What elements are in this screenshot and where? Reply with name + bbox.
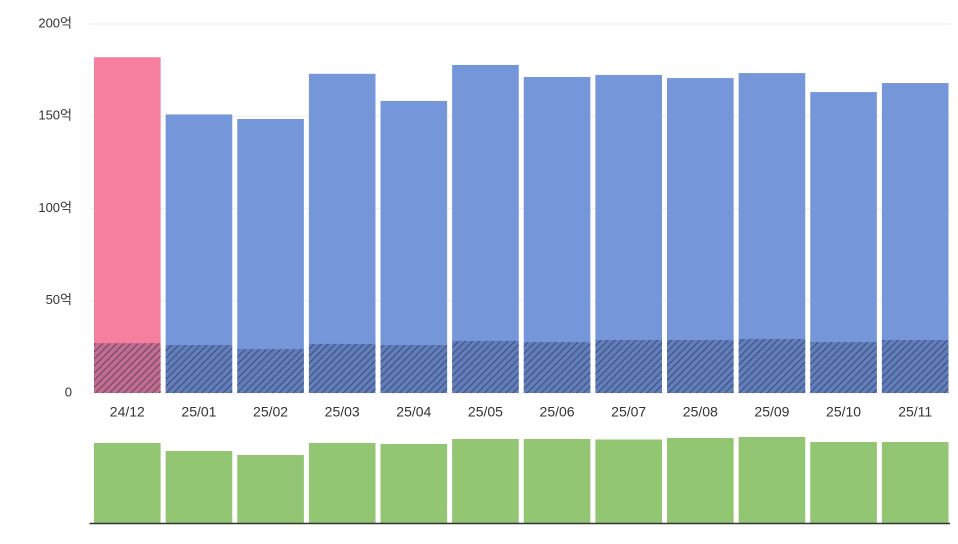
bar bbox=[380, 100, 448, 394]
bar bbox=[595, 74, 662, 393]
bar bbox=[380, 345, 448, 393]
bar bbox=[667, 340, 734, 393]
bar bbox=[595, 340, 662, 393]
bar bbox=[308, 343, 376, 393]
bar bbox=[94, 343, 161, 393]
bar bbox=[452, 439, 519, 523]
x-tick-label: 25/05 bbox=[468, 404, 503, 420]
x-tick-label: 25/01 bbox=[181, 404, 216, 420]
x-tick-label: 25/07 bbox=[611, 404, 646, 420]
bar bbox=[237, 455, 304, 523]
y-tick-label: 50억 bbox=[46, 292, 72, 307]
y-tick-label: 0 bbox=[65, 384, 72, 399]
bar bbox=[452, 64, 519, 394]
bar bbox=[523, 342, 591, 393]
bar bbox=[810, 442, 877, 523]
bar bbox=[94, 57, 161, 394]
x-tick-label: 25/02 bbox=[253, 404, 288, 420]
x-tick-label: 24/12 bbox=[110, 404, 145, 420]
bar bbox=[667, 438, 734, 523]
bar bbox=[738, 437, 806, 523]
x-tick-label: 25/11 bbox=[898, 404, 932, 420]
x-tick-label: 25/09 bbox=[754, 404, 789, 420]
bar bbox=[523, 439, 591, 523]
x-tick-label: 25/10 bbox=[826, 404, 861, 420]
bar bbox=[165, 345, 233, 393]
bar bbox=[738, 338, 806, 393]
bar bbox=[165, 451, 233, 523]
y-tick-label: 100억 bbox=[38, 200, 72, 215]
bar bbox=[237, 349, 304, 393]
bar bbox=[523, 76, 591, 393]
bar bbox=[452, 340, 519, 393]
bar bbox=[595, 439, 662, 523]
bar bbox=[308, 73, 376, 393]
bar bbox=[380, 444, 448, 523]
bar bbox=[237, 119, 304, 393]
x-tick-label: 25/03 bbox=[325, 404, 360, 420]
x-tick-label: 25/04 bbox=[396, 404, 431, 420]
bar bbox=[810, 342, 877, 393]
bar bbox=[881, 340, 949, 393]
x-tick-label: 25/06 bbox=[540, 404, 575, 420]
bar bbox=[308, 443, 376, 523]
y-tick-label: 150억 bbox=[38, 108, 72, 123]
bar bbox=[94, 443, 161, 523]
y-tick-label: 200억 bbox=[38, 15, 72, 30]
bar bbox=[881, 442, 949, 523]
x-tick-label: 25/08 bbox=[683, 404, 718, 420]
